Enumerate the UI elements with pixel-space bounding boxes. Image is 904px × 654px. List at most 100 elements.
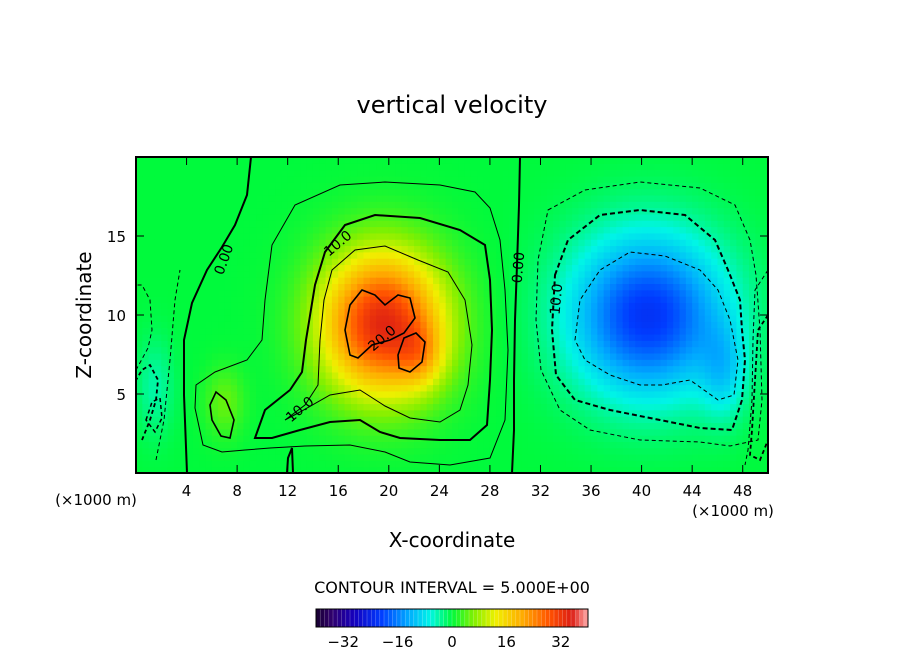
heat-cell xyxy=(610,277,617,284)
heat-cell xyxy=(483,277,491,284)
heat-cell xyxy=(470,283,478,291)
heat-cell xyxy=(546,270,554,278)
heat-cell xyxy=(420,194,428,202)
heat-cell xyxy=(559,365,567,373)
heat-cell xyxy=(218,264,226,272)
heat-cell xyxy=(660,409,668,417)
heat-cell xyxy=(319,251,327,259)
heat-cell xyxy=(673,321,681,329)
heat-cell xyxy=(553,226,561,234)
heat-cell xyxy=(382,220,390,228)
heat-cell xyxy=(445,232,453,240)
heat-cell xyxy=(477,258,485,266)
heat-cell xyxy=(470,327,478,335)
heat-cell xyxy=(635,384,643,392)
heat-cell xyxy=(654,251,662,259)
heat-cell xyxy=(262,397,270,405)
heat-cell xyxy=(622,194,630,202)
heat-cell xyxy=(597,264,605,272)
heat-cell xyxy=(610,466,617,473)
heat-cell xyxy=(275,194,282,202)
heat-cell xyxy=(603,283,611,291)
heat-cell xyxy=(628,169,636,177)
heat-cell xyxy=(445,466,453,473)
heat-cell xyxy=(641,422,649,430)
heat-cell xyxy=(376,175,384,183)
heat-cell xyxy=(275,441,282,449)
heat-cell xyxy=(161,327,169,335)
heat-cell xyxy=(647,409,655,417)
heat-cell xyxy=(199,270,207,278)
heat-cell xyxy=(515,454,523,461)
heat-cell xyxy=(237,245,245,253)
heat-cell xyxy=(294,283,301,291)
heat-cell xyxy=(489,315,497,322)
heat-cell xyxy=(546,283,554,291)
heat-cell xyxy=(578,428,586,436)
heat-cell xyxy=(319,157,327,164)
heat-cell xyxy=(161,289,169,297)
heat-cell xyxy=(205,302,213,310)
heat-cell xyxy=(275,321,282,329)
heat-cell xyxy=(565,251,573,259)
heat-cell xyxy=(420,333,428,341)
heat-cell xyxy=(622,447,630,455)
heat-cell xyxy=(628,188,636,196)
heat-cell xyxy=(230,163,238,171)
heat-cell xyxy=(306,201,314,209)
heat-cell xyxy=(559,226,567,234)
heat-cell xyxy=(711,365,719,373)
heat-cell xyxy=(723,435,731,442)
heat-cell xyxy=(186,365,194,373)
heat-cell xyxy=(249,194,257,202)
heat-cell xyxy=(647,378,655,386)
heat-cell xyxy=(470,315,478,322)
heat-cell xyxy=(452,340,459,348)
heat-cell xyxy=(470,422,478,430)
heat-cell xyxy=(572,163,579,171)
heat-cell xyxy=(641,194,649,202)
heat-cell xyxy=(344,409,352,417)
heat-cell xyxy=(388,163,396,171)
heat-cell xyxy=(628,416,636,424)
heat-cell xyxy=(420,384,428,392)
heat-cell xyxy=(224,283,232,291)
heat-cell xyxy=(546,207,554,215)
heat-cell xyxy=(685,365,693,373)
heat-cell xyxy=(433,321,440,329)
heat-cell xyxy=(426,264,434,272)
heat-cell xyxy=(515,327,523,335)
heat-cell xyxy=(230,327,238,335)
heat-cell xyxy=(154,182,162,190)
heat-cell xyxy=(755,435,763,442)
heat-cell xyxy=(464,169,472,177)
heat-cell xyxy=(660,289,668,297)
heat-cell xyxy=(312,239,320,247)
heat-cell xyxy=(603,359,611,367)
heat-cell xyxy=(527,422,535,430)
heat-cell xyxy=(452,308,459,316)
heat-cell xyxy=(357,321,365,329)
heat-cell xyxy=(167,239,175,247)
heat-cell xyxy=(433,333,440,341)
heat-cell xyxy=(723,194,731,202)
heat-cell xyxy=(591,175,598,183)
heat-cell xyxy=(761,435,768,442)
heat-cell xyxy=(483,207,491,215)
heat-cell xyxy=(357,182,365,190)
heat-cell xyxy=(382,384,390,392)
heat-cell xyxy=(382,157,390,164)
heat-cell xyxy=(243,422,251,430)
heat-cell xyxy=(673,384,681,392)
heat-cell xyxy=(711,220,719,228)
heat-cell xyxy=(205,447,213,455)
heat-cell xyxy=(237,378,245,386)
heat-cell xyxy=(654,378,662,386)
chart-title: vertical velocity xyxy=(357,91,548,119)
heat-cell xyxy=(237,157,245,164)
heat-cell xyxy=(540,308,548,316)
heat-cell xyxy=(306,157,314,164)
heat-cell xyxy=(755,175,763,183)
heat-cell xyxy=(742,169,750,177)
heat-cell xyxy=(325,352,333,360)
